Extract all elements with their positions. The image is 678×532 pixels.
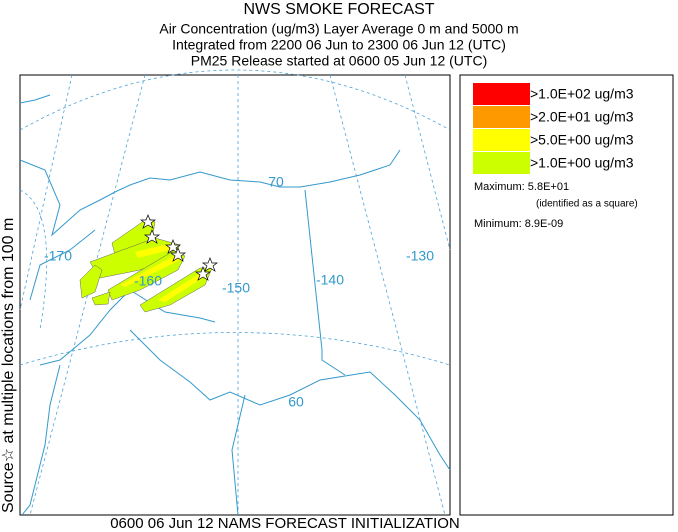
legend: Maximum: 5.8E+01 (identified as a square…	[459, 74, 674, 516]
map: -170 -160 -150 -140 -130 70 60	[19, 69, 451, 516]
legend-swatch	[473, 152, 530, 174]
coastline	[19, 94, 51, 104]
sources	[139, 214, 219, 281]
source-star	[201, 257, 219, 272]
source-star	[139, 214, 157, 229]
map-label: -170	[44, 248, 72, 264]
graticule	[19, 69, 451, 131]
plume-area	[91, 291, 111, 306]
maximum: Maximum: 5.8E+01	[474, 181, 569, 193]
legend-label: >5.0E+00 ug/m3	[530, 132, 634, 148]
legend-label: >1.0E+02 ug/m3	[530, 86, 634, 102]
border	[304, 189, 346, 376]
map-label: 70	[268, 174, 284, 190]
source-star	[169, 247, 187, 262]
graticule	[329, 74, 446, 516]
plume-core	[120, 255, 180, 287]
legend-label: >2.0E+01 ug/m3	[530, 109, 634, 125]
legend-swatch	[473, 129, 530, 151]
subtitle: PM25 Release started at 0600 05 Jun 12 (…	[191, 53, 488, 69]
map-frame	[19, 74, 451, 516]
graticule	[29, 74, 146, 516]
source-star	[164, 239, 182, 254]
map-label: -130	[406, 248, 434, 264]
max-note: (identified as a square)	[536, 199, 638, 210]
graticule	[19, 332, 451, 366]
plume-area	[79, 264, 103, 299]
graticule	[19, 189, 48, 331]
map-label: -150	[222, 280, 250, 296]
map-label: -160	[134, 273, 162, 289]
coastline	[19, 149, 451, 516]
subtitle: Integrated from 2200 06 Jun to 2300 06 J…	[172, 37, 506, 53]
map-label: -140	[316, 272, 344, 288]
legend-label: >1.0E+00 ug/m3	[530, 155, 634, 171]
side-label: Source☆ at multiple locations from 100 m	[0, 218, 17, 513]
legend-swatch	[473, 106, 530, 128]
footer: 0600 06 Jun 12 NAMS FORECAST INITIALIZAT…	[110, 515, 460, 532]
map-label: 60	[288, 394, 304, 410]
source-star	[143, 229, 161, 244]
title: NWS SMOKE FORECAST	[243, 1, 434, 18]
graticule	[19, 74, 73, 311]
minimum: Minimum: 8.9E-09	[474, 218, 563, 230]
plume-core	[135, 244, 170, 258]
source-star	[194, 266, 212, 281]
graticule	[404, 74, 451, 251]
legend-swatch	[473, 83, 530, 105]
plume-core	[158, 272, 206, 302]
subtitle: Air Concentration (ug/m3) Layer Average …	[159, 21, 518, 37]
